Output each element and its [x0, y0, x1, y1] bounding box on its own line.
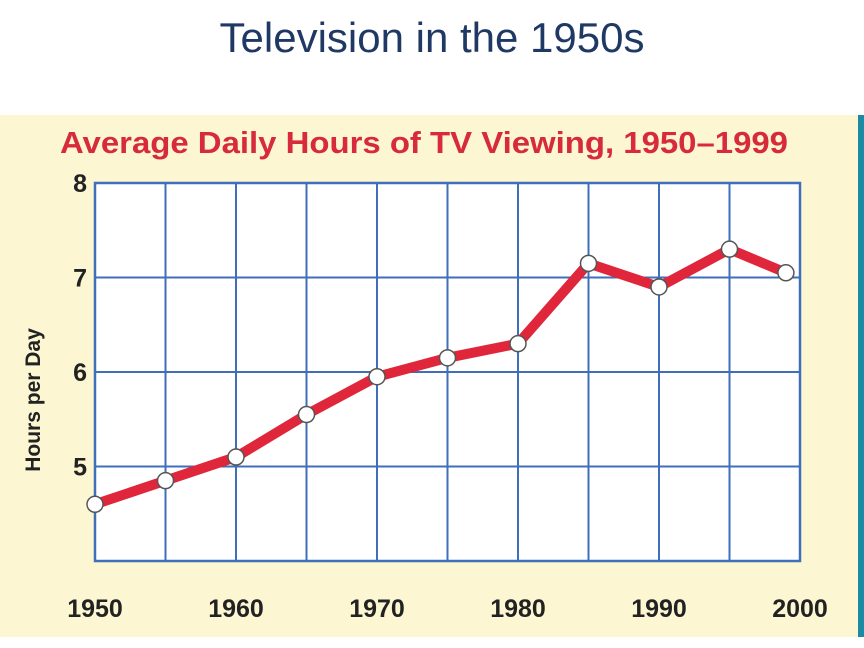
x-tick-label: 2000: [772, 595, 828, 623]
y-tick-label: 7: [73, 265, 87, 293]
x-tick-label: 1960: [208, 595, 264, 623]
data-point: [368, 367, 386, 386]
data-point: [777, 264, 795, 282]
data-point: [156, 471, 175, 490]
x-tick-label: 1970: [349, 595, 405, 623]
y-tick-label: 8: [73, 170, 87, 198]
data-point: [509, 334, 527, 353]
data-point: [227, 448, 245, 466]
y-tick-label: 5: [73, 454, 87, 482]
data-point: [650, 278, 668, 296]
data-point: [438, 349, 457, 367]
plot-frame: [93, 181, 802, 563]
chart: Average Daily Hours of TV Viewing, 1950–…: [22, 125, 828, 623]
tick-labels: 1950 1960 1970 1980 1990 2000 5 6 7 8: [67, 170, 828, 623]
accent-bar: [858, 115, 864, 637]
x-tick-label: 1990: [631, 595, 687, 623]
data-series: [86, 240, 795, 514]
y-tick-label: 6: [73, 359, 87, 387]
data-point: [297, 405, 316, 424]
x-tick-label: 1980: [490, 595, 546, 623]
chart-panel: Average Daily Hours of TV Viewing, 1950–…: [0, 115, 858, 637]
data-point: [720, 240, 739, 258]
data-point: [579, 254, 598, 273]
y-axis-label: Hours per Day: [22, 328, 45, 472]
chart-title: Average Daily Hours of TV Viewing, 1950–…: [60, 125, 788, 160]
slide-title: Television in the 1950s: [219, 14, 645, 61]
grid: [93, 181, 802, 563]
data-point: [86, 495, 104, 514]
x-tick-label: 1950: [67, 595, 123, 623]
